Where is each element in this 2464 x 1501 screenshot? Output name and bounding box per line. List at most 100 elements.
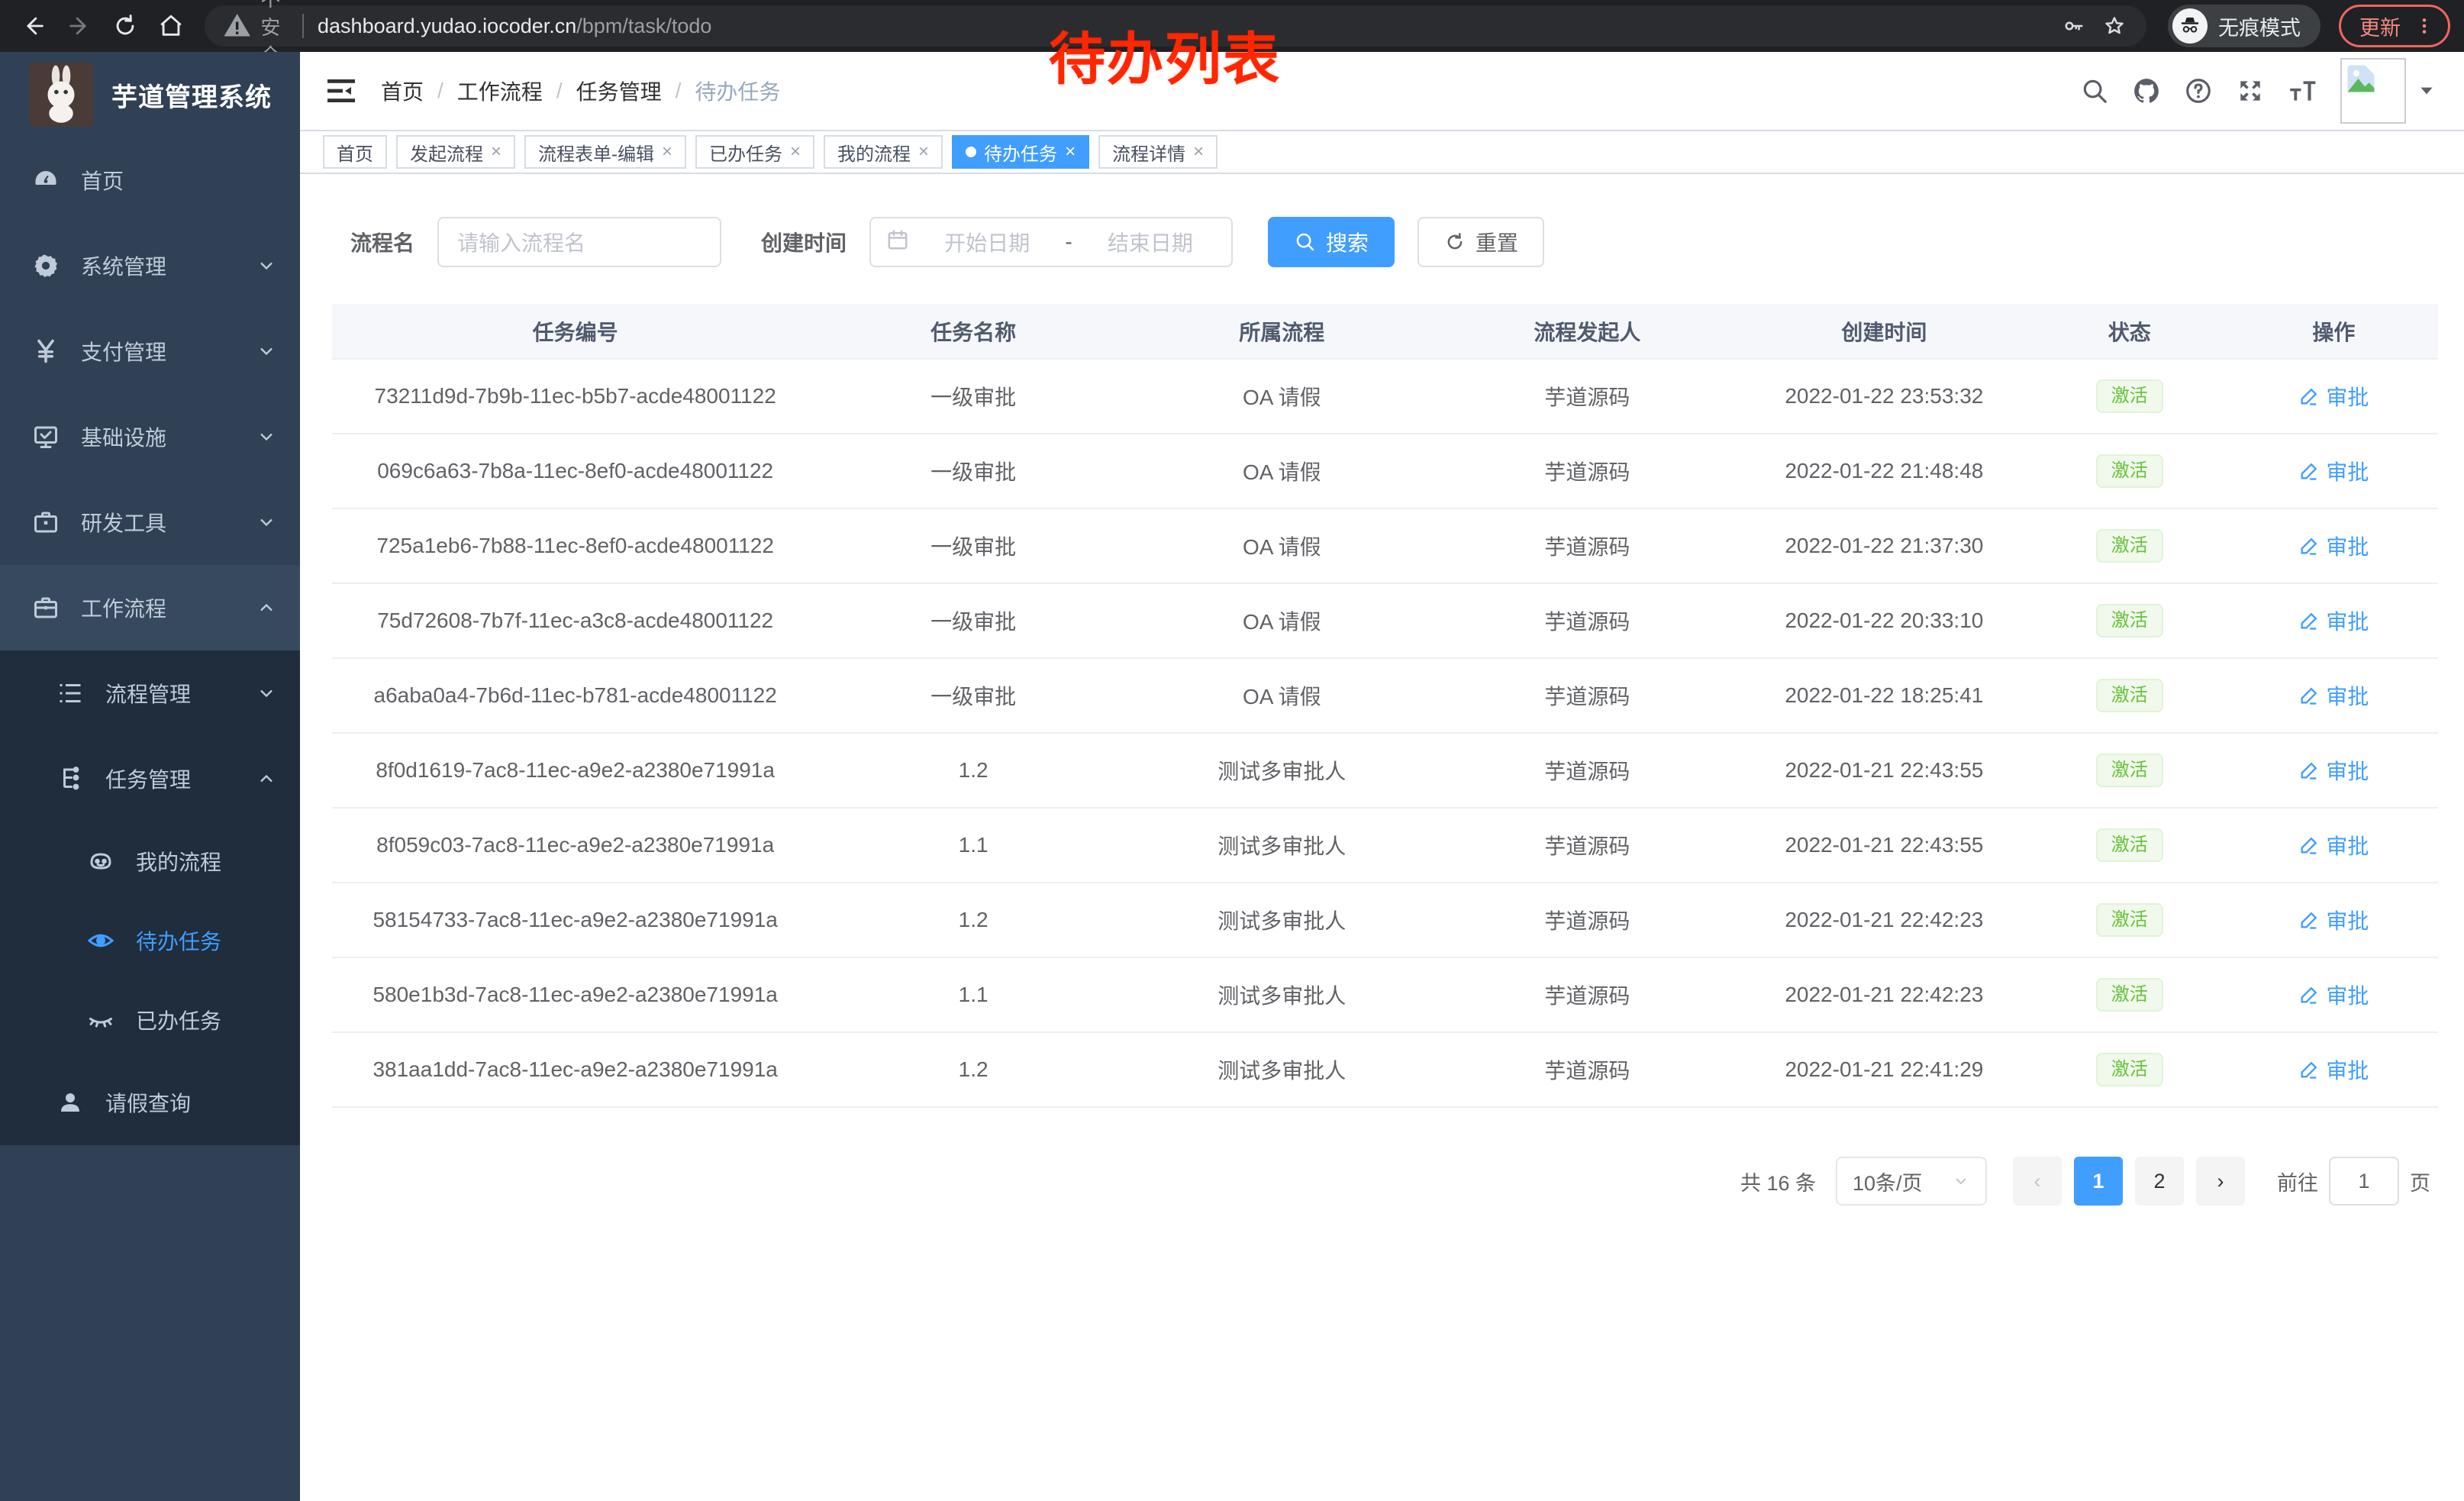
- sidebar-item-infra[interactable]: 基础设施: [0, 394, 300, 479]
- page-button-2[interactable]: 2: [2135, 1157, 2184, 1206]
- tab-home[interactable]: 首页: [323, 135, 387, 169]
- end-date-placeholder[interactable]: 结束日期: [1107, 231, 1193, 255]
- prev-page-button[interactable]: ‹: [2013, 1157, 2062, 1206]
- breadcrumb-workflow[interactable]: 工作流程: [456, 80, 543, 104]
- approve-link[interactable]: 审批: [2298, 605, 2369, 636]
- approve-link[interactable]: 审批: [2298, 531, 2369, 561]
- sidebar-item-my-process[interactable]: 我的流程: [0, 822, 300, 901]
- tab-my-process[interactable]: 我的流程 ×: [824, 135, 943, 169]
- flow-tree-icon: [55, 763, 85, 794]
- app-logo-row[interactable]: 芋道管理系统: [0, 52, 300, 137]
- date-range-picker[interactable]: 开始日期 - 结束日期: [869, 217, 1234, 267]
- task-process: 测试多审批人: [1127, 733, 1436, 809]
- task-id: 8f0d1619-7ac8-11ec-a9e2-a2380e71991a: [332, 733, 819, 809]
- breadcrumb-task-mgmt[interactable]: 任务管理: [576, 80, 662, 104]
- goto-page-input[interactable]: 1: [2329, 1157, 2399, 1206]
- sidebar-item-leave-query[interactable]: 请假查询: [0, 1060, 300, 1145]
- next-page-button[interactable]: ›: [2196, 1157, 2245, 1206]
- browser-menu-icon[interactable]: [2414, 16, 2434, 36]
- sidebar-item-home[interactable]: 首页: [0, 137, 300, 223]
- task-process: OA 请假: [1127, 434, 1436, 509]
- password-key-icon[interactable]: [2058, 11, 2088, 41]
- pagination: 共 16 条 10条/页 ‹ 1 2 › 前往 1 页: [300, 1108, 2464, 1206]
- back-icon[interactable]: [14, 6, 53, 46]
- start-date-placeholder[interactable]: 开始日期: [944, 231, 1030, 255]
- task-starter: 芋道源码: [1435, 359, 1739, 434]
- sidebar-collapse-icon[interactable]: [323, 73, 360, 109]
- person-icon: [55, 1087, 85, 1118]
- task-name: 一级审批: [818, 359, 1128, 434]
- approve-link[interactable]: 审批: [2298, 830, 2369, 860]
- reset-button[interactable]: 重置: [1417, 217, 1545, 267]
- task-starter: 芋道源码: [1435, 508, 1739, 584]
- sidebar-item-label: 首页: [81, 169, 124, 193]
- forward-icon[interactable]: [60, 6, 99, 46]
- approve-link[interactable]: 审批: [2298, 755, 2369, 786]
- sidebar-item-label: 流程管理: [105, 683, 192, 706]
- approve-link[interactable]: 审批: [2298, 456, 2369, 486]
- col-created: 创建时间: [1738, 304, 2030, 360]
- broken-image-icon: [2347, 65, 2375, 92]
- task-created: 2022-01-21 22:43:55: [1738, 808, 2030, 883]
- table-row: 75d72608-7b7f-11ec-a3c8-acde48001122 一级审批…: [332, 583, 2438, 659]
- search-icon[interactable]: [2073, 69, 2116, 112]
- chevron-up-icon: [260, 774, 273, 783]
- tab-form-edit[interactable]: 流程表单-编辑 ×: [524, 135, 687, 169]
- close-icon[interactable]: ×: [918, 141, 930, 162]
- status-badge: 激活: [2095, 604, 2163, 638]
- table-row: 580e1b3d-7ac8-11ec-a9e2-a2380e71991a 1.1 测…: [332, 957, 2438, 1033]
- page-button-1[interactable]: 1: [2074, 1157, 2123, 1206]
- bookmark-star-icon[interactable]: [2099, 11, 2130, 41]
- refresh-icon[interactable]: [105, 6, 145, 46]
- sidebar-item-devtools[interactable]: 研发工具: [0, 479, 300, 565]
- page-size-select[interactable]: 10条/页: [1836, 1157, 1987, 1206]
- fullscreen-icon[interactable]: [2229, 69, 2272, 112]
- approve-link[interactable]: 审批: [2298, 680, 2369, 711]
- divider: [302, 14, 305, 38]
- table-row: 8f0d1619-7ac8-11ec-a9e2-a2380e71991a 1.2 测…: [332, 733, 2438, 809]
- sidebar-item-todo-tasks[interactable]: 待办任务: [0, 901, 300, 980]
- table-row: a6aba0a4-7b6d-11ec-b781-acde48001122 一级审批…: [332, 658, 2438, 734]
- close-icon[interactable]: ×: [1065, 141, 1076, 162]
- approve-link[interactable]: 审批: [2298, 381, 2369, 412]
- close-icon[interactable]: ×: [662, 141, 673, 162]
- sidebar-item-task-mgmt[interactable]: 任务管理: [0, 736, 300, 822]
- home-icon[interactable]: [151, 6, 191, 46]
- help-icon[interactable]: [2177, 69, 2220, 112]
- sidebar-item-system[interactable]: 系统管理: [0, 223, 300, 308]
- breadcrumb-home[interactable]: 首页: [381, 80, 424, 104]
- sidebar-item-payment[interactable]: 支付管理: [0, 308, 300, 394]
- font-size-icon[interactable]: [2281, 69, 2324, 112]
- approve-link[interactable]: 审批: [2298, 1054, 2369, 1085]
- task-starter: 芋道源码: [1435, 434, 1739, 509]
- edit-icon: [2301, 986, 2317, 1004]
- tab-start-process[interactable]: 发起流程 ×: [396, 135, 516, 169]
- task-starter: 芋道源码: [1435, 1032, 1739, 1108]
- red-annotation-overlay: 待办列表: [1049, 27, 1281, 91]
- search-button[interactable]: 搜索: [1268, 217, 1395, 267]
- task-created: 2022-01-21 22:42:23: [1738, 883, 2030, 958]
- calendar-icon: [886, 228, 909, 257]
- close-icon[interactable]: ×: [1193, 141, 1205, 162]
- task-process: OA 请假: [1127, 359, 1436, 434]
- process-name-input[interactable]: 请输入流程名: [437, 217, 722, 267]
- sidebar-item-process-mgmt[interactable]: 流程管理: [0, 650, 300, 736]
- status-badge: 激活: [2095, 978, 2163, 1012]
- tab-todo-tasks[interactable]: 待办任务 ×: [952, 135, 1090, 169]
- avatar[interactable]: [2340, 58, 2406, 124]
- task-name: 一级审批: [818, 434, 1128, 509]
- close-icon[interactable]: ×: [491, 141, 502, 162]
- tab-done-tasks[interactable]: 已办任务 ×: [695, 135, 815, 169]
- chrome-update-button[interactable]: 更新: [2339, 5, 2450, 47]
- tab-process-detail[interactable]: 流程详情 ×: [1098, 135, 1218, 169]
- close-icon[interactable]: ×: [790, 141, 801, 162]
- approve-link[interactable]: 审批: [2298, 905, 2369, 935]
- user-menu-caret-icon[interactable]: [2417, 81, 2437, 101]
- update-label: 更新: [2359, 16, 2401, 40]
- sidebar-item-done-tasks[interactable]: 已办任务: [0, 980, 300, 1060]
- edit-icon: [2301, 463, 2317, 480]
- sidebar-item-workflow[interactable]: 工作流程: [0, 565, 300, 650]
- approve-link[interactable]: 审批: [2298, 980, 2369, 1010]
- github-icon[interactable]: [2125, 69, 2168, 112]
- table-row: 725a1eb6-7b88-11ec-8ef0-acde48001122 一级审批…: [332, 508, 2438, 584]
